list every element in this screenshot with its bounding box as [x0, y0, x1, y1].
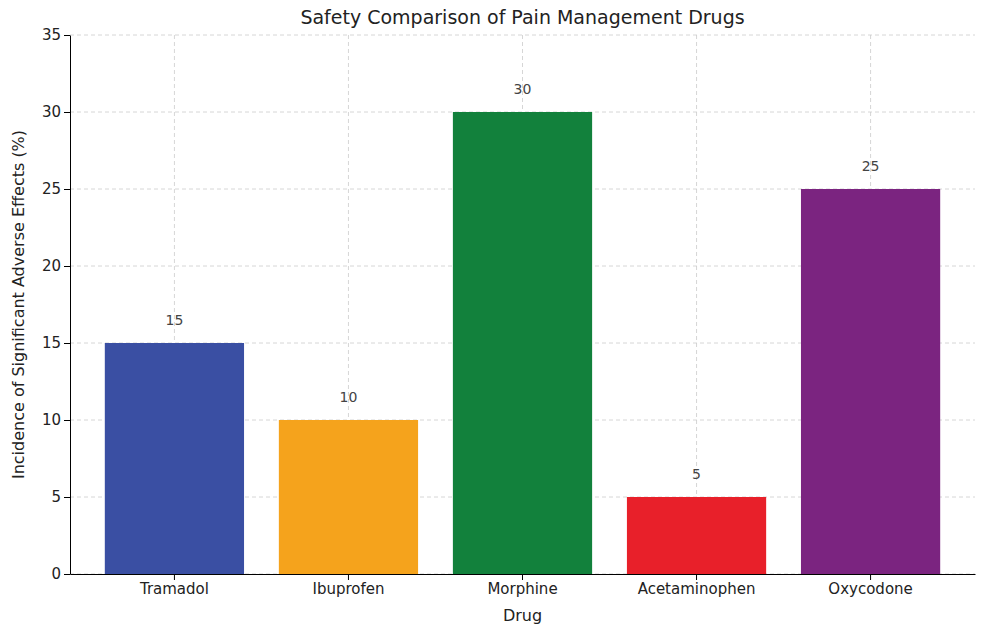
- tick: 5: [51, 488, 70, 506]
- tick: Tramadol: [139, 574, 209, 598]
- tick-label: 5: [51, 488, 61, 506]
- tick-label: Ibuprofen: [312, 580, 384, 598]
- tick-mark: [64, 112, 70, 113]
- tick-mark: [64, 497, 70, 498]
- tick: Morphine: [487, 574, 557, 598]
- tick: 15: [42, 334, 70, 352]
- tick-label: 0: [51, 565, 61, 583]
- tick: Acetaminophen: [638, 574, 756, 598]
- tick-label: 25: [42, 180, 61, 198]
- bar: [801, 189, 940, 574]
- axis-line: [70, 36, 71, 575]
- grid-line: [696, 35, 697, 574]
- tick: Ibuprofen: [312, 574, 384, 598]
- bar: [105, 343, 244, 574]
- tick-mark: [64, 35, 70, 36]
- data-label: 10: [340, 389, 358, 405]
- y-axis: 0 5 10 15 20 25 30 35: [42, 26, 71, 583]
- bar: [279, 420, 418, 574]
- tick-mark: [64, 266, 70, 267]
- x-axis: Tramadol Ibuprofen Morphine Acetaminophen Ox…: [71, 574, 976, 598]
- tick-mark: [64, 189, 70, 190]
- tick-mark: [64, 574, 70, 575]
- tick-label: Oxycodone: [828, 580, 912, 598]
- chart: 15 10 30 5 25 0 5 10 15 20 25 30 35 Tramadol Ibuprofen…: [0, 0, 984, 633]
- y-axis-label: Incidence of Significant Adverse Effects…: [9, 130, 28, 479]
- data-label: 30: [514, 81, 532, 97]
- tick-label: Tramadol: [139, 580, 209, 598]
- data-label: 15: [166, 312, 184, 328]
- tick-label: 10: [42, 411, 61, 429]
- tick: Oxycodone: [828, 574, 912, 598]
- tick: 25: [42, 180, 70, 198]
- tick: 0: [51, 565, 70, 583]
- tick-label: 30: [42, 103, 61, 121]
- x-axis-label: Drug: [503, 606, 542, 625]
- tick-label: 20: [42, 257, 61, 275]
- tick: 10: [42, 411, 70, 429]
- tick-mark: [64, 420, 70, 421]
- bars: [105, 112, 940, 574]
- tick-mark: [64, 343, 70, 344]
- tick: 20: [42, 257, 70, 275]
- data-label: 25: [862, 158, 880, 174]
- bar: [627, 497, 766, 574]
- bar: [453, 112, 592, 574]
- tick: 35: [42, 26, 70, 44]
- tick-label: 35: [42, 26, 61, 44]
- tick-label: Morphine: [487, 580, 557, 598]
- tick: 30: [42, 103, 70, 121]
- data-label: 5: [692, 466, 701, 482]
- title: Safety Comparison of Pain Management Dru…: [300, 6, 744, 28]
- plot-area: 15 10 30 5 25 0 5 10 15 20 25 30 35 Tramadol Ibuprofen…: [42, 26, 976, 597]
- tick-label: Acetaminophen: [638, 580, 756, 598]
- data-labels: 15 10 30 5 25: [166, 81, 880, 482]
- tick-label: 15: [42, 334, 61, 352]
- grid: [70, 35, 975, 574]
